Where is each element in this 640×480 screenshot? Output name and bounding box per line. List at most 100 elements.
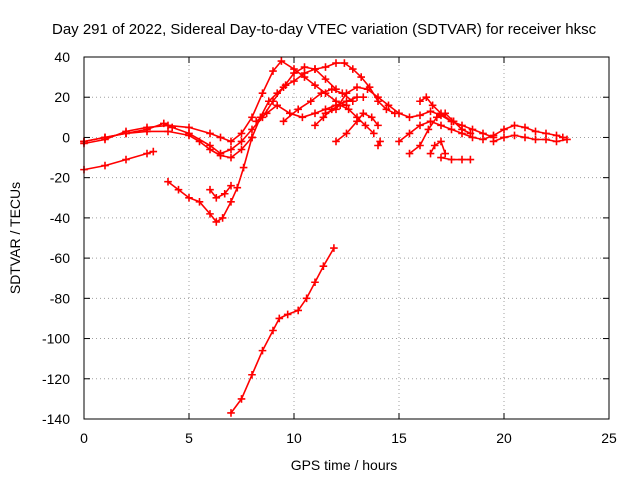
series-sat-n [395, 117, 567, 146]
data-point [430, 141, 439, 150]
data-point [342, 129, 351, 138]
data-point [361, 121, 370, 130]
data-point [332, 105, 340, 114]
data-point [248, 125, 256, 134]
data-point [269, 67, 277, 75]
data-point [262, 109, 271, 118]
data-point [227, 145, 235, 154]
data-point [258, 346, 267, 355]
data-point [349, 97, 357, 106]
data-point [489, 131, 498, 140]
series-sat-s [489, 131, 571, 146]
data-point [220, 189, 229, 198]
grid [84, 57, 609, 419]
data-point [447, 125, 456, 134]
data-point [521, 123, 529, 132]
data-point [466, 155, 475, 164]
data-point [160, 119, 168, 128]
data-point [437, 109, 445, 118]
data-point [447, 155, 456, 164]
data-point [332, 59, 340, 67]
x-tick-label: 0 [80, 430, 88, 446]
data-point [458, 155, 466, 164]
data-point [367, 113, 376, 122]
data-point [281, 81, 290, 89]
data-point [122, 129, 130, 138]
data-point [531, 135, 540, 144]
data-point [275, 314, 284, 323]
data-point [340, 59, 349, 67]
data-point [273, 89, 281, 97]
data-point [330, 244, 338, 252]
data-point [294, 105, 302, 114]
data-point [195, 198, 204, 206]
data-point [298, 113, 307, 122]
data-point [185, 123, 193, 132]
data-point [332, 137, 340, 146]
data-point [311, 65, 319, 73]
data-point [328, 85, 336, 93]
data-point [101, 161, 109, 170]
y-tick-label: -20 [50, 170, 70, 186]
data-point [416, 111, 424, 120]
data-point [294, 306, 302, 315]
data-point [424, 125, 433, 134]
data-point [500, 125, 508, 134]
data-point [164, 177, 172, 186]
data-point [227, 153, 235, 162]
data-point [302, 294, 311, 303]
data-point [239, 163, 248, 172]
data-point [395, 137, 403, 146]
data-point [359, 93, 368, 102]
data-point [353, 117, 361, 126]
series-sat-c [80, 127, 256, 162]
series-line [83, 130, 253, 159]
data-point [311, 278, 319, 287]
data-point [248, 113, 256, 122]
data-point [206, 129, 214, 138]
data-point [531, 127, 540, 136]
data-point [458, 125, 466, 134]
y-tick-label: -80 [50, 290, 70, 306]
data-point [237, 145, 246, 154]
data-point [563, 135, 571, 144]
y-tick-label: -40 [50, 210, 70, 226]
data-point [206, 210, 214, 218]
series-sat-p [426, 137, 449, 158]
data-point [185, 131, 193, 140]
data-point [300, 69, 309, 77]
data-point [441, 149, 449, 158]
data-point [237, 137, 246, 146]
data-point [384, 101, 393, 110]
data-point [552, 131, 561, 140]
data-point [479, 129, 487, 138]
x-tick-label: 10 [286, 430, 302, 446]
data-point [426, 117, 435, 126]
data-point [374, 141, 382, 150]
data-point [143, 127, 151, 136]
data-point [416, 97, 424, 106]
data-point [542, 135, 550, 144]
data-point [416, 121, 424, 130]
data-point [290, 69, 298, 77]
series-sat-g [227, 244, 338, 417]
data-point [122, 155, 130, 164]
axes: 0 5 10 15 20 25 -140 -120 -100 -80 -60 -40 -20 0 20 40 [42, 49, 617, 446]
data-point [258, 89, 267, 97]
x-tick-label: 25 [601, 430, 617, 446]
data-point [218, 214, 227, 222]
data-point [206, 145, 214, 154]
data-point [233, 183, 242, 192]
data-point [405, 149, 414, 158]
data-point [227, 137, 235, 146]
data-point [307, 97, 315, 106]
series-sat-q [437, 153, 475, 164]
data-point [374, 121, 382, 130]
y-tick-label: -100 [42, 331, 70, 347]
data-point [227, 409, 235, 417]
data-point [273, 101, 281, 110]
data-point [212, 193, 221, 202]
data-point [437, 153, 445, 162]
x-tick-label: 15 [391, 430, 407, 446]
